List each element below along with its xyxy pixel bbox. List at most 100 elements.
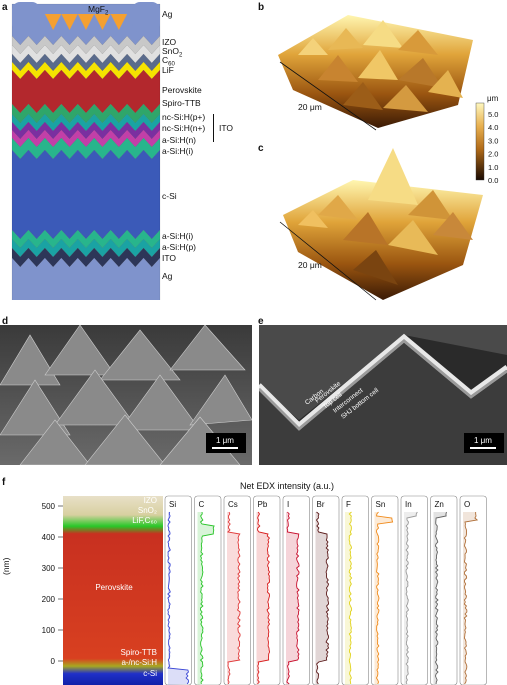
edx-element-label: Zn — [435, 500, 444, 509]
edx-element-label: Si — [169, 500, 176, 509]
colorbar-unit: μm — [487, 94, 499, 103]
solar-cell-stack-diagram — [11, 2, 161, 300]
stack-label-3: C60 — [162, 55, 175, 68]
edx-image-label: c-Si — [143, 669, 157, 678]
edx-profile-I — [286, 511, 300, 685]
stack-label-7: nc-Si:H(p+) — [162, 112, 206, 122]
afm-topography-images: 20 μm 20 μm μm 5.0 4.0 3.0 2.0 1.0 0.0 — [278, 15, 499, 301]
edx-element-label: F — [346, 500, 351, 509]
colorbar-tick-label: 2.0 — [488, 150, 498, 159]
colorbar-tick-label: 3.0 — [488, 136, 498, 145]
edx-element-label: I — [287, 500, 289, 509]
edx-element-label: Pb — [258, 500, 268, 509]
edx-profile-F — [348, 511, 353, 685]
sem-image-pyramids: 1 μm — [0, 325, 252, 465]
edx-map-image — [63, 496, 163, 685]
stack-label-15: Ag — [162, 271, 173, 281]
edx-profile-fill-C — [197, 512, 215, 685]
mgf2-tooth — [44, 14, 62, 30]
ito-bracket-line — [213, 114, 214, 142]
panel-letter-a: a — [2, 2, 8, 13]
colorbar-tick-label: 0.0 — [488, 176, 498, 185]
edx-column-O — [459, 495, 487, 685]
stack-label-1: IZO — [162, 37, 177, 47]
edx-profile-fill-Pb — [256, 512, 270, 685]
stack-label-11: c-Si — [162, 191, 177, 201]
stack-layer-15 — [11, 257, 161, 300]
edx-profile-C — [199, 511, 215, 685]
edx-profile-In — [405, 511, 418, 685]
edx-column-I — [282, 495, 310, 685]
colorbar-tick-label: 4.0 — [488, 123, 498, 132]
edx-title: Net EDX intensity (a.u.) — [240, 481, 335, 491]
stack-layer-11 — [11, 149, 161, 240]
afm-c-scale-label: 20 μm — [298, 260, 322, 270]
mgf2-tooth — [61, 14, 78, 30]
edx-image-label: a-/nc-Si:H — [121, 658, 157, 667]
edx-profile-fill-Sn — [374, 512, 393, 685]
afm-surface-c — [279, 148, 483, 301]
edx-ytick-label: 0 — [51, 657, 56, 666]
colorbar-tick-label: 1.0 — [488, 163, 498, 172]
edx-image-label: IZO — [144, 496, 157, 505]
edx-profile-fill-I — [286, 512, 300, 685]
mgf2-tooth — [77, 14, 95, 30]
stack-label-5: Perovskite — [162, 85, 202, 95]
edx-element-label: Sn — [376, 500, 386, 509]
edx-profile-fill-F — [345, 512, 352, 685]
stack-label-10: a-Si:H(i) — [162, 146, 194, 156]
edx-column-Cs — [223, 495, 251, 685]
edx-column-Si — [164, 495, 192, 685]
stack-label-6: Spiro-TTB — [162, 98, 201, 108]
stack-label-12: a-Si:H(i) — [162, 231, 194, 241]
colorbar-tick-label: 5.0 — [488, 110, 498, 119]
colorbar-ticks: 5.0 4.0 3.0 2.0 1.0 0.0 — [488, 110, 498, 185]
edx-element-label: In — [405, 500, 412, 509]
sem-e-scale-label: 1 μm — [474, 436, 492, 445]
edx-ylabel: (nm) — [1, 557, 11, 575]
edx-image-label: Perovskite — [95, 583, 133, 592]
edx-image-label: LiF,C₆₀ — [132, 516, 157, 525]
edx-column-Br — [312, 495, 340, 685]
afm-surface-b — [278, 15, 473, 131]
edx-profile-Zn — [434, 511, 447, 685]
edx-column-F — [341, 495, 369, 685]
panel-letter-f: f — [2, 477, 6, 488]
edx-profile-Pb — [257, 511, 271, 685]
sem-d-scale-label: 1 μm — [216, 436, 234, 445]
edx-element-label: O — [464, 500, 470, 509]
edx-element-label: C — [199, 500, 205, 509]
edx-image-label: SnO₂ — [138, 506, 157, 515]
edx-profile-fill-Cs — [227, 512, 241, 685]
stack-label-8: nc-Si:H(n+) — [162, 123, 206, 133]
stack-label-0: Ag — [162, 9, 173, 19]
edx-column-Pb — [253, 495, 281, 685]
ag-contact-left — [12, 2, 40, 32]
edx-image-label: Spiro-TTB — [121, 648, 157, 657]
ito-bracket-label: ITO — [219, 123, 234, 133]
panel-letter-d: d — [2, 316, 9, 327]
edx-profile-Sn — [375, 511, 394, 685]
edx-profile-fill-Zn — [433, 512, 447, 685]
edx-ytick-label: 400 — [42, 533, 56, 542]
edx-element-label: Cs — [228, 500, 238, 509]
afm-b-scale-label: 20 μm — [298, 102, 322, 112]
ag-contact-right — [132, 2, 160, 32]
stack-label-9: a-Si:H(n) — [162, 135, 197, 145]
edx-ytick-label: 200 — [42, 595, 56, 604]
panel-letter-c: c — [258, 143, 264, 154]
edx-ytick-label: 100 — [42, 626, 56, 635]
edx-profile-Si — [167, 511, 189, 685]
mgf2-tooth — [94, 14, 111, 30]
stack-label-13: a-Si:H(p) — [162, 242, 197, 252]
panel-letter-e: e — [258, 316, 264, 327]
afm-colorbar — [475, 102, 485, 181]
stack-label-14: ITO — [162, 253, 177, 263]
stack-label-2: SnO2 — [162, 46, 183, 59]
edx-profile-fill-O — [463, 512, 478, 685]
edx-ytick-label: 300 — [42, 564, 56, 573]
panel-letter-b: b — [258, 2, 265, 13]
edx-profile-O — [463, 511, 479, 685]
